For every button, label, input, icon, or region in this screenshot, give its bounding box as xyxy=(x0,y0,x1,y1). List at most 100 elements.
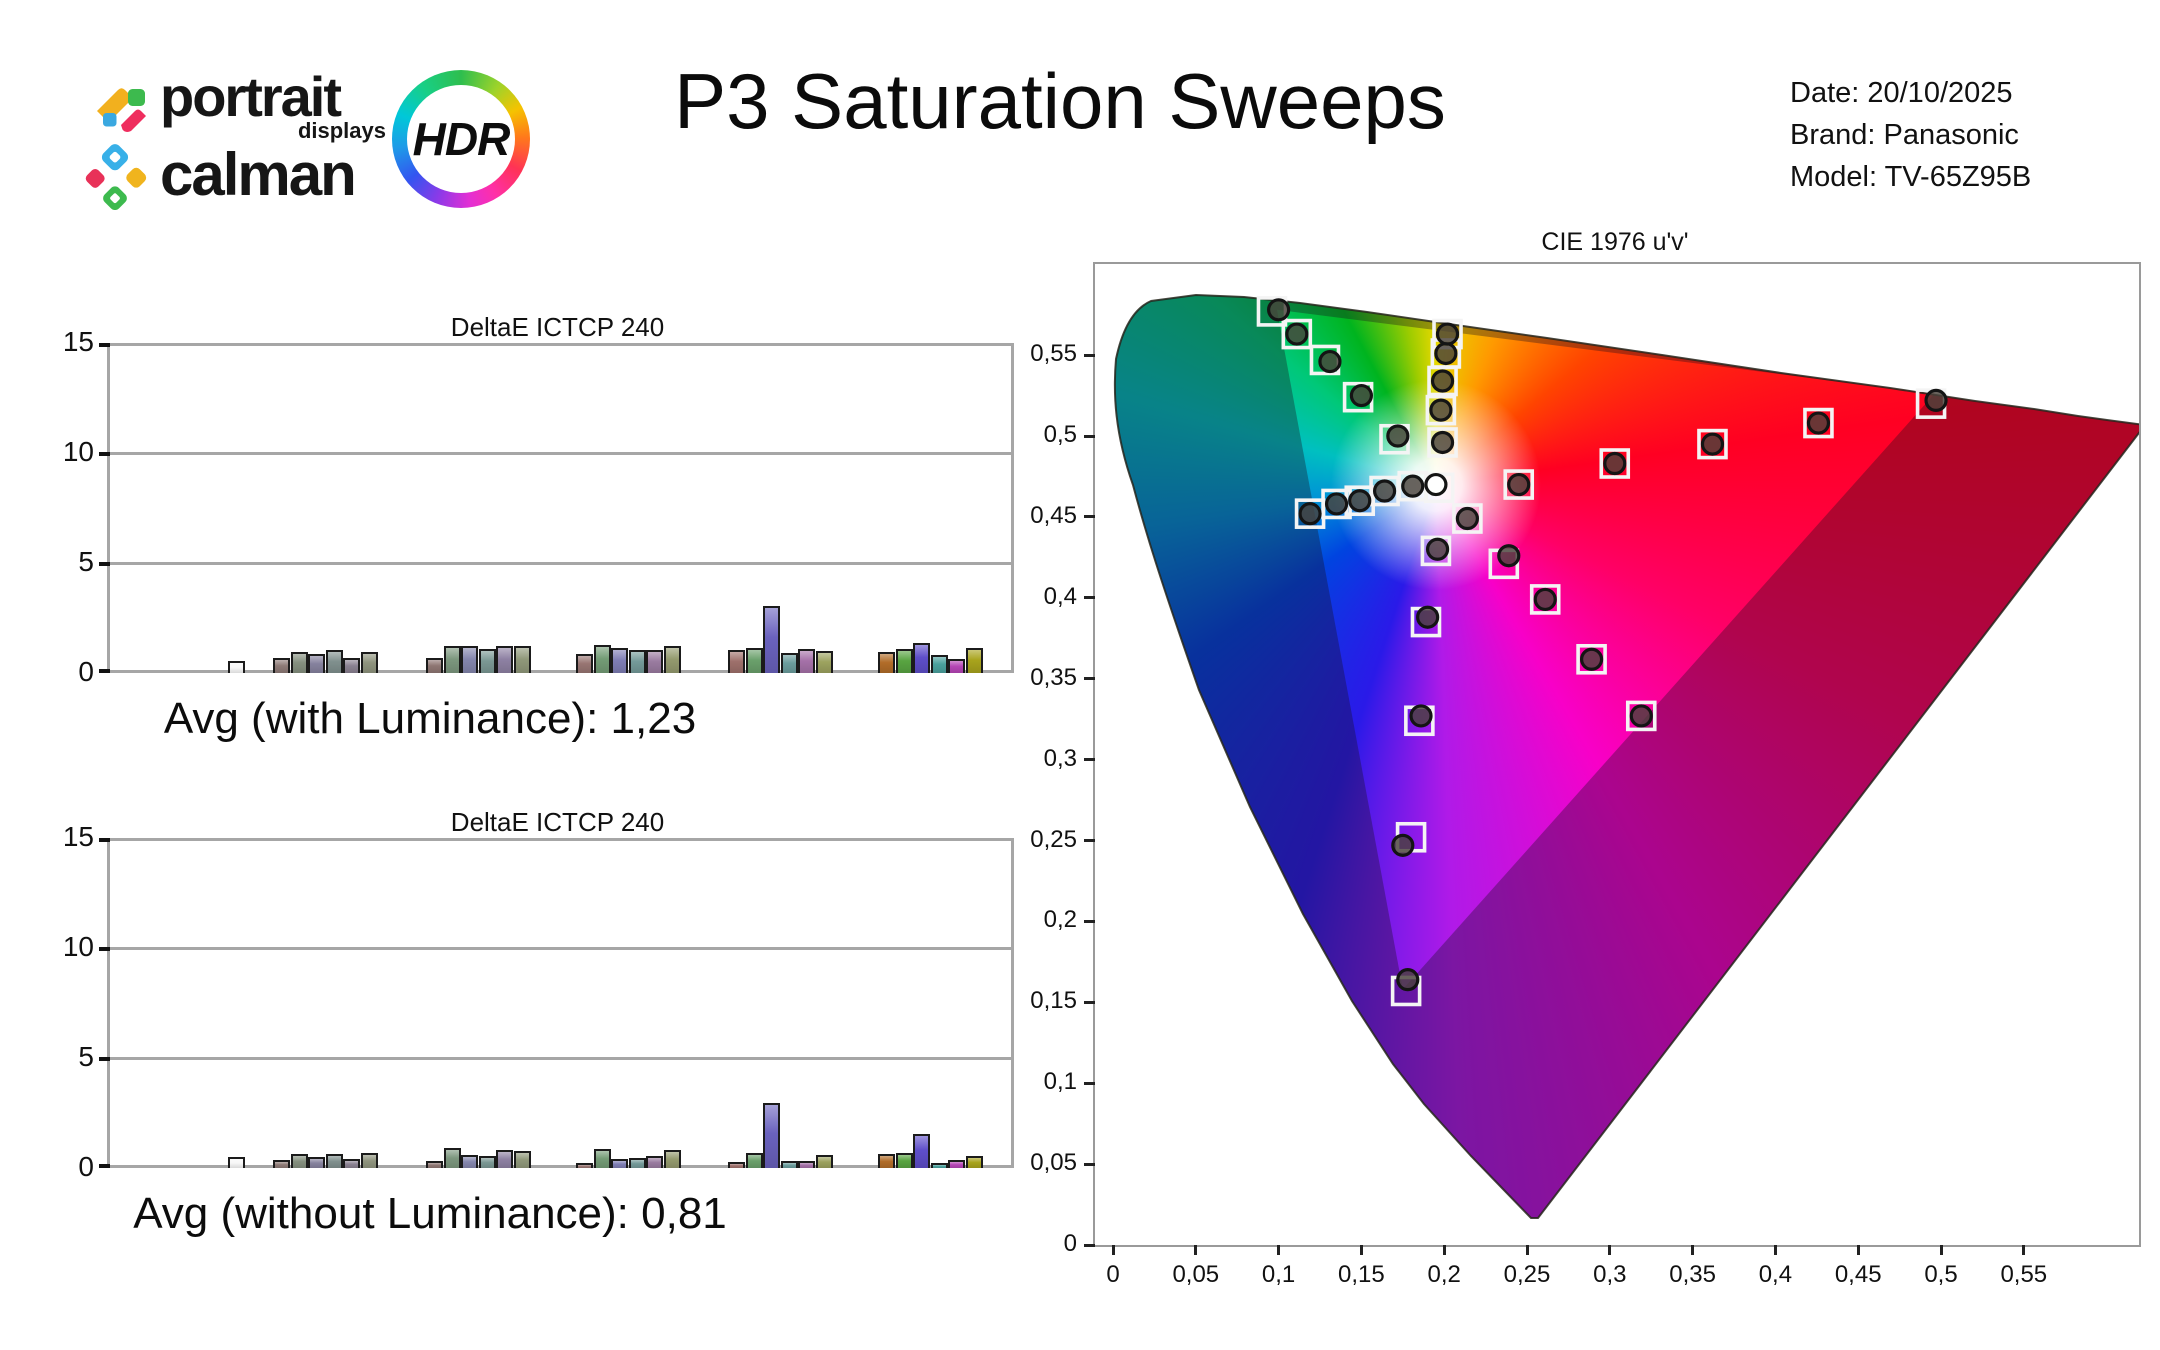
y-tick-label-0: 0 xyxy=(1063,1230,1077,1257)
bar-100%-Red xyxy=(878,652,895,673)
bar-100%-Green xyxy=(895,648,913,673)
bar-80%-Green xyxy=(745,647,763,673)
bar-40%-Blue xyxy=(461,1155,479,1168)
bar-20%-Green xyxy=(290,652,308,673)
x-tick-label-0,25: 0,25 xyxy=(1503,1261,1551,1288)
measured-blue-100% xyxy=(1396,968,1420,992)
bar-20%-Blue xyxy=(308,1157,326,1168)
portrait-wordmark: portrait xyxy=(160,65,342,128)
y-tick-label-0,5: 0,5 xyxy=(1043,421,1077,448)
y-tick-0,35 xyxy=(1084,677,1095,681)
y-tick-label-15: 15 xyxy=(62,821,94,852)
x-tick-label-0,15: 0,15 xyxy=(1338,1261,1385,1288)
measured-red-100% xyxy=(1924,388,1948,413)
x-tick-0,4 xyxy=(1773,1245,1777,1255)
measured-yellow-100% xyxy=(1435,322,1460,346)
plot-top-border xyxy=(110,838,1011,841)
bar-60%-Magenta xyxy=(646,1156,664,1168)
plot-top-border xyxy=(110,343,1011,346)
bar-100%-Magenta xyxy=(948,658,966,673)
measured-green-40% xyxy=(1349,383,1373,408)
bar-100%-Green xyxy=(895,1153,913,1168)
measured-magenta-80% xyxy=(1579,647,1604,671)
measured-cyan-20% xyxy=(1401,474,1425,498)
measured-magenta-40% xyxy=(1497,544,1521,568)
bar-40%-Yellow xyxy=(514,1151,531,1168)
y-tick-label-0,4: 0,4 xyxy=(1043,582,1077,610)
y-tick-label-5: 5 xyxy=(78,546,94,577)
y-tick-label-10: 10 xyxy=(62,436,94,467)
y-tick-0 xyxy=(99,1164,110,1168)
target-magenta-60% xyxy=(1529,584,1561,615)
y-tick-label-0,45: 0,45 xyxy=(1030,501,1077,529)
measured-white-point xyxy=(1424,472,1448,497)
y-tick-0,25 xyxy=(1084,839,1095,842)
x-tick-label-0,4: 0,4 xyxy=(1758,1261,1793,1288)
bar-60%-Red xyxy=(576,1163,593,1168)
bar-80%-Magenta xyxy=(798,1160,816,1168)
y-tick-0,4 xyxy=(1084,596,1095,600)
bar-80%-Red xyxy=(728,1162,745,1168)
bar-80%-Yellow xyxy=(816,650,833,673)
y-tick-0,05 xyxy=(1084,1162,1095,1166)
bar-100%-Red xyxy=(878,1154,895,1168)
y-tick-label-0,25: 0,25 xyxy=(1030,825,1077,853)
y-tick-0 xyxy=(1084,1243,1095,1247)
bar-60%-Cyan xyxy=(628,649,646,673)
y-tick-15 xyxy=(99,343,110,347)
measured-yellow-80% xyxy=(1434,341,1458,366)
bar-40%-Magenta xyxy=(496,1150,514,1168)
y-tick-0,2 xyxy=(1084,919,1095,923)
chart2-title: DeltaE ICTCP 240 xyxy=(450,807,665,837)
bar-100%-Cyan xyxy=(930,1162,948,1168)
meta-date: Date: 20/10/2025 xyxy=(1790,77,2013,109)
bar-40%-Green xyxy=(443,1148,461,1168)
bar-80%-Cyan xyxy=(780,652,798,673)
measured-blue-60% xyxy=(1409,704,1433,728)
bar-White-Red xyxy=(228,661,245,673)
y-tick-label-10: 10 xyxy=(62,931,94,962)
measured-red-60% xyxy=(1700,432,1725,456)
x-tick-0,45 xyxy=(1856,1245,1860,1255)
bar-40%-Magenta xyxy=(496,646,514,673)
x-tick-label-0,35: 0,35 xyxy=(1669,1261,1716,1288)
bar-20%-Cyan xyxy=(325,1154,343,1168)
chart1-title: DeltaE ICTCP 240 xyxy=(450,312,665,342)
x-tick-0,35 xyxy=(1691,1245,1695,1255)
bar-80%-Magenta xyxy=(798,649,816,673)
y-tick-10 xyxy=(99,947,110,951)
measured-cyan-80% xyxy=(1324,492,1349,516)
y-tick-label-0,35: 0,35 xyxy=(1030,663,1077,691)
bar-60%-Blue xyxy=(611,1158,629,1168)
x-tick-label-0,3: 0,3 xyxy=(1593,1261,1627,1288)
x-tick-0,05 xyxy=(1194,1245,1198,1255)
bar-60%-Red xyxy=(576,653,593,673)
measured-magenta-60% xyxy=(1533,587,1557,612)
bar-40%-Yellow xyxy=(514,646,531,673)
bar-80%-Red xyxy=(728,649,745,673)
bar-20%-Yellow xyxy=(361,1153,378,1168)
bar-60%-Green xyxy=(593,645,611,673)
gridline-10 xyxy=(110,947,1011,950)
bar-100%-Blue xyxy=(913,642,931,673)
meta-model: Model: TV-65Z95B xyxy=(1790,161,2032,193)
bar-40%-Green xyxy=(443,645,461,673)
x-tick-label-0,1: 0,1 xyxy=(1261,1261,1296,1288)
y-tick-0,45 xyxy=(1084,515,1095,519)
y-tick-0,55 xyxy=(1084,353,1095,357)
bar-40%-Blue xyxy=(461,646,479,673)
cie-points-overlay xyxy=(1113,293,2139,1219)
y-tick-label-0,05: 0,05 xyxy=(1030,1149,1077,1177)
y-tick-0 xyxy=(99,669,110,673)
bar-20%-Cyan xyxy=(325,649,343,673)
bar-40%-Cyan xyxy=(478,648,496,673)
target-red-80% xyxy=(1803,407,1834,439)
target-blue-20% xyxy=(1420,535,1452,567)
measured-magenta-100% xyxy=(1629,704,1653,728)
x-tick-0,5 xyxy=(1939,1245,1943,1255)
target-cyan-40% xyxy=(1369,475,1400,507)
measured-red-20% xyxy=(1507,472,1531,497)
y-tick-0,3 xyxy=(1084,758,1095,762)
hdr-badge-icon: HDR xyxy=(392,70,530,208)
y-tick-0,1 xyxy=(1084,1081,1095,1085)
